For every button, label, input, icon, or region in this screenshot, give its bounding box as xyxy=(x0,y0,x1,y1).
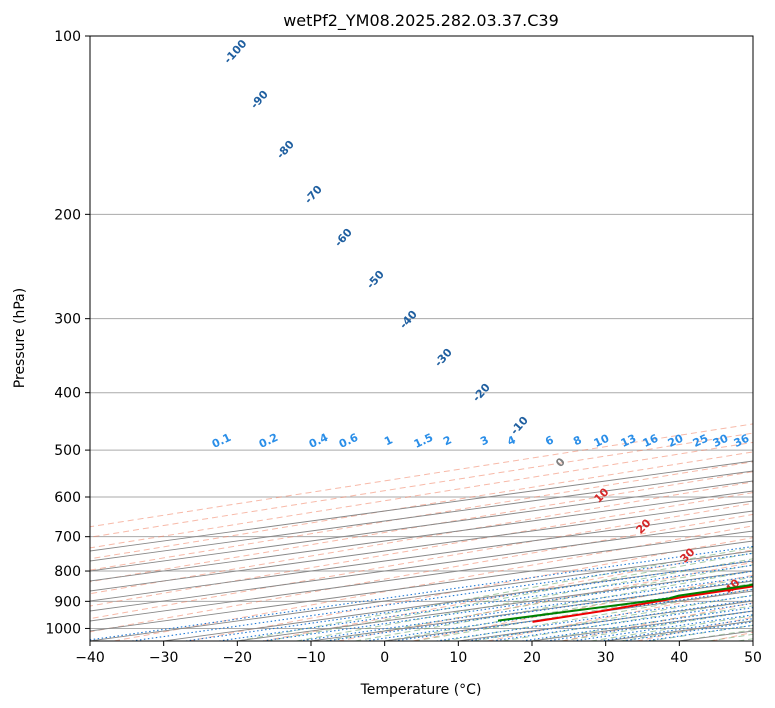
isotherm-line xyxy=(90,520,753,612)
isotherm-gridlines xyxy=(90,460,753,641)
moist-adiabat-line xyxy=(237,547,753,641)
y-tick-label: 700 xyxy=(54,530,81,546)
isotherm-line xyxy=(90,460,753,552)
isotherm-line xyxy=(90,510,753,602)
y-axis-label: Pressure (hPa) xyxy=(12,288,28,388)
x-tick-label: 30 xyxy=(597,650,615,666)
x-axis-ticks: −40 −30 −20 −10 0 10 20 30 40 50 xyxy=(75,641,762,666)
dry-adiabat-line xyxy=(188,537,753,641)
plot-frame xyxy=(89,35,754,642)
x-axis-label: Temperature (°C) xyxy=(360,682,482,698)
y-tick-label: 1000 xyxy=(45,621,81,637)
x-tick-label: 10 xyxy=(449,650,467,666)
y-tick-label: 600 xyxy=(54,490,81,506)
x-tick-label: −20 xyxy=(223,650,253,666)
y-tick-label: 500 xyxy=(54,443,81,459)
y-tick-label: 200 xyxy=(54,207,81,223)
isotherm-line xyxy=(90,490,753,582)
x-tick-label: 40 xyxy=(670,650,688,666)
y-tick-label: 800 xyxy=(54,564,81,580)
isotherm-line xyxy=(90,530,753,622)
x-tick-label: 0 xyxy=(380,650,389,666)
isotherm-line xyxy=(90,500,753,592)
y-tick-label: 400 xyxy=(54,386,81,402)
dry-adiabat-line xyxy=(412,574,753,641)
mixing-ratio-label: 20 xyxy=(666,432,686,450)
moist-adiabat-line xyxy=(325,564,753,641)
x-tick-label: −10 xyxy=(296,650,326,666)
dry-adiabat-line xyxy=(90,451,753,560)
dry-adiabat-line xyxy=(90,432,753,538)
dry-adiabat-line xyxy=(90,492,753,607)
mixing-ratio-label: 36 xyxy=(732,432,752,450)
chart-title: wetPf2_YM08.2025.282.03.37.C39 xyxy=(283,11,559,31)
mixing-ratio-lines xyxy=(90,545,753,641)
isobar-gridlines xyxy=(90,36,753,629)
mixing-ratio-line xyxy=(131,552,753,641)
mixing-ratio-label: 10 xyxy=(592,432,612,450)
dry-adiabat-line xyxy=(114,525,753,641)
x-tick-label: −40 xyxy=(75,650,105,666)
x-tick-label: 20 xyxy=(523,650,541,666)
mixing-ratio-line xyxy=(492,602,753,641)
dry-adiabat-line xyxy=(90,502,753,620)
plot-background xyxy=(90,36,753,641)
mixing-ratio-label: 13 xyxy=(619,432,638,450)
isotherm-line xyxy=(90,470,753,562)
dry-adiabat-line xyxy=(90,441,753,549)
y-tick-label: 300 xyxy=(54,312,81,328)
isotherm-line xyxy=(90,480,753,572)
isotherm-line xyxy=(752,640,753,641)
mixing-ratio-label: 30 xyxy=(711,432,731,450)
dry-adiabats xyxy=(90,423,753,641)
x-tick-label: −30 xyxy=(149,650,179,666)
mixing-ratio-label: 16 xyxy=(641,432,661,450)
mixing-ratio-line xyxy=(522,607,753,641)
x-tick-label: 50 xyxy=(744,650,762,666)
y-tick-label: 100 xyxy=(54,29,81,45)
mixing-ratio-line xyxy=(90,545,753,641)
moist-adiabat-line xyxy=(355,570,753,641)
mixing-ratio-line xyxy=(467,599,753,641)
mixing-ratio-line xyxy=(436,594,753,641)
y-tick-label: 900 xyxy=(54,594,81,610)
dry-adiabat-line xyxy=(338,561,753,641)
y-axis-ticks: 100 200 300 400 500 600 700 800 900 1000 xyxy=(45,29,90,637)
mixing-ratio-line xyxy=(185,560,753,641)
mixing-ratio-label: 25 xyxy=(691,432,710,450)
